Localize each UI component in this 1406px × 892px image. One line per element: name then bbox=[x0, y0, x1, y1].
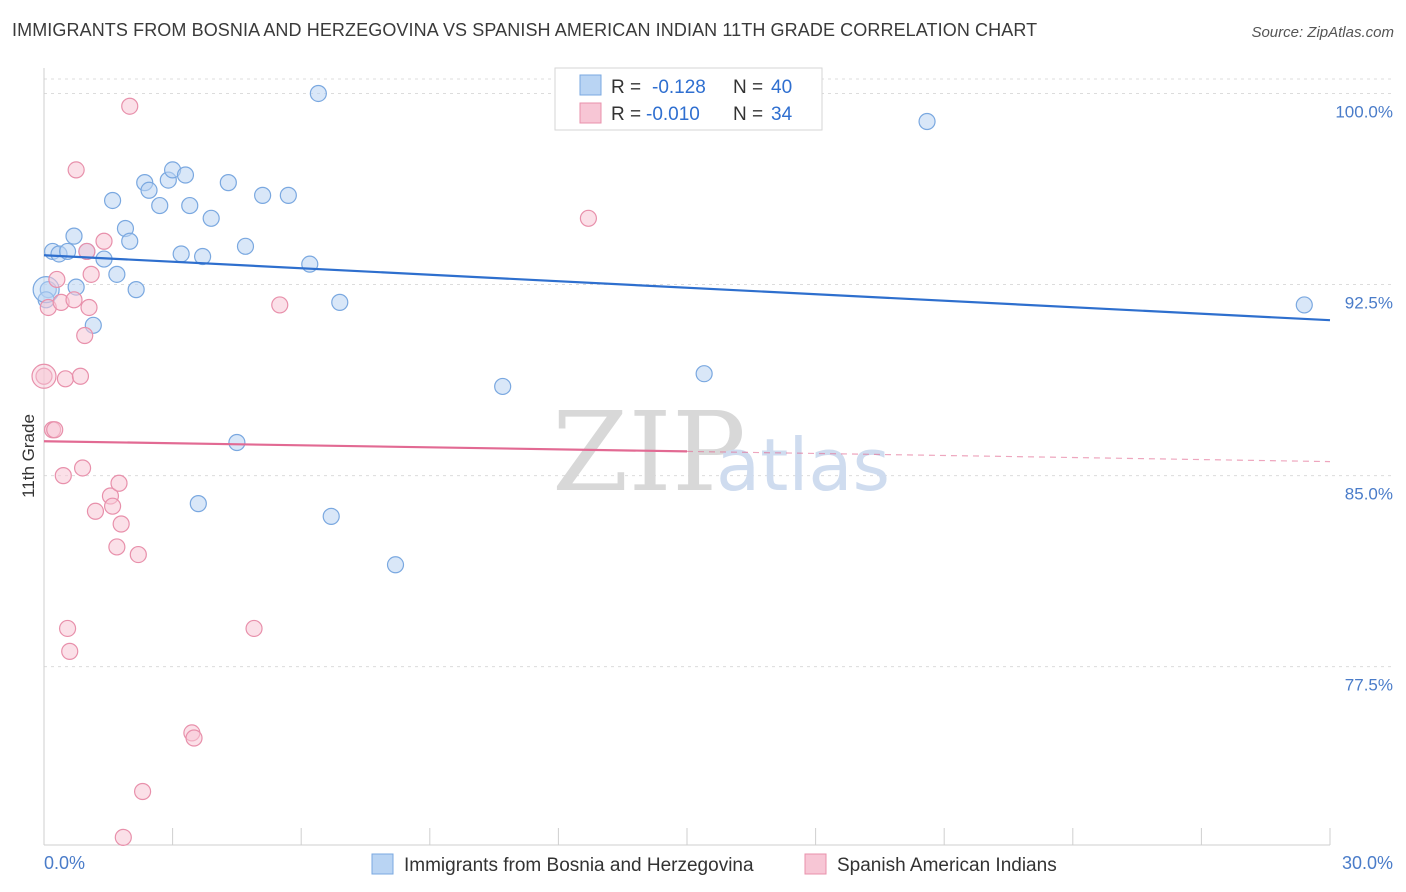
spanish-american-indian-point-11 bbox=[67, 161, 85, 179]
bosnia-point-36 bbox=[695, 365, 713, 383]
stats-r-label-pink: R = bbox=[611, 104, 641, 125]
stats-r-label-blue: R = bbox=[611, 77, 641, 98]
bosnia-point-32 bbox=[322, 507, 340, 525]
stats-r-value-pink: -0.010 bbox=[646, 104, 700, 125]
spanish-american-indian-point-23 bbox=[110, 474, 128, 492]
bosnia-point-37 bbox=[918, 112, 936, 131]
bottom-legend-label-blue: Immigrants from Bosnia and Herzegovina bbox=[404, 855, 754, 876]
spanish-american-indian-point-6 bbox=[54, 467, 72, 485]
y-tick-label-2: 85.0% bbox=[1345, 485, 1393, 504]
bosnia-point-25 bbox=[219, 174, 237, 192]
spanish-american-indian-point-28 bbox=[133, 782, 152, 801]
source-label: Source: ZipAtlas.com bbox=[1251, 24, 1394, 41]
x-tick-marks bbox=[43, 828, 1331, 845]
spanish-american-indian-point-19 bbox=[95, 232, 113, 250]
bosnia-point-20 bbox=[176, 166, 195, 184]
spanish-american-indian-point-16 bbox=[80, 298, 98, 317]
spanish-american-indian-point-large bbox=[31, 363, 57, 389]
spanish-american-indian-point-26 bbox=[121, 97, 139, 115]
chart-title: IMMIGRANTS FROM BOSNIA AND HERZEGOVINA V… bbox=[12, 20, 1038, 40]
y-tick-labels: 100.0% 92.5% 85.0% 77.5% bbox=[1335, 102, 1393, 694]
bosnia-point-27 bbox=[236, 237, 255, 255]
spanish-american-indian-point-3 bbox=[46, 421, 64, 439]
spanish-american-indian-point-13 bbox=[73, 459, 92, 477]
spanish-american-indian-point-24 bbox=[112, 515, 130, 533]
bosnia-point-19 bbox=[172, 245, 190, 263]
x-tick-label-min: 0.0% bbox=[44, 853, 85, 873]
stats-n-value-blue: 40 bbox=[771, 77, 792, 98]
spanish-american-indian-point-30 bbox=[185, 729, 203, 747]
spanish-american-indian-point-31 bbox=[245, 619, 263, 638]
stats-n-value-pink: 34 bbox=[771, 104, 793, 125]
spanish-american-indian-point-7 bbox=[56, 370, 75, 388]
series-spanish-american-indian-points bbox=[31, 97, 598, 846]
watermark-atlas: atlas bbox=[716, 423, 890, 507]
spanish-american-indian-point-27 bbox=[129, 545, 147, 564]
bosnia-point-21 bbox=[181, 196, 199, 215]
bosnia-point-28 bbox=[254, 186, 272, 204]
x-tick-label-max: 30.0% bbox=[1342, 853, 1393, 873]
bosnia-point-10 bbox=[108, 265, 126, 283]
bosnia-point-22 bbox=[189, 495, 207, 513]
bottom-legend-label-pink: Spanish American Indians bbox=[837, 855, 1057, 876]
bottom-legend: Immigrants from Bosnia and Herzegovina S… bbox=[371, 853, 1057, 876]
stats-n-label-blue: N = bbox=[733, 77, 763, 98]
stats-n-label-pink: N = bbox=[733, 104, 763, 125]
spanish-american-indian-point-33 bbox=[579, 209, 598, 227]
bosnia-point-15 bbox=[140, 181, 158, 199]
spanish-american-indian-trend-extension bbox=[686, 450, 1331, 463]
spanish-american-indian-point-32 bbox=[271, 296, 289, 314]
spanish-american-indian-point-10 bbox=[65, 291, 83, 309]
spanish-american-indian-point-15 bbox=[78, 242, 96, 261]
stats-legend: R = -0.128 N = 40 R = -0.010 N = 34 bbox=[554, 67, 823, 131]
bosnia-point-26 bbox=[228, 433, 246, 452]
bosnia-point-12 bbox=[121, 232, 139, 250]
bosnia-point-34 bbox=[386, 556, 405, 574]
bottom-legend-swatch-blue bbox=[371, 853, 394, 875]
spanish-american-indian-point-25 bbox=[114, 828, 132, 846]
spanish-american-indian-point-18 bbox=[86, 502, 105, 520]
spanish-american-indian-point-21 bbox=[103, 497, 122, 515]
bosnia-point-9 bbox=[103, 191, 122, 210]
stats-legend-swatch-blue bbox=[579, 74, 602, 96]
spanish-american-indian-point-9 bbox=[61, 642, 79, 660]
gridlines bbox=[44, 78, 1393, 668]
stats-legend-swatch-pink bbox=[579, 102, 602, 124]
y-tick-label-0: 100.0% bbox=[1335, 102, 1393, 121]
trend-lines bbox=[43, 254, 1331, 463]
bosnia-trend-line bbox=[43, 254, 1331, 322]
spanish-american-indian-point-17 bbox=[82, 265, 100, 283]
bosnia-point-35 bbox=[494, 377, 512, 396]
spanish-american-indian-point-22 bbox=[108, 538, 126, 556]
y-axis-label: 11th Grade bbox=[19, 414, 38, 498]
stats-r-value-blue: -0.128 bbox=[652, 77, 706, 98]
bosnia-point-29 bbox=[279, 186, 297, 204]
y-tick-label-3: 77.5% bbox=[1345, 676, 1393, 695]
spanish-american-indian-point-0 bbox=[35, 367, 53, 385]
spanish-american-indian-trend-line bbox=[43, 440, 688, 453]
bosnia-point-33 bbox=[331, 293, 349, 311]
spanish-american-indian-point-12 bbox=[71, 367, 90, 385]
bosnia-point-24 bbox=[202, 209, 220, 227]
bosnia-point-31 bbox=[309, 84, 327, 103]
bosnia-point-23 bbox=[194, 247, 212, 266]
spanish-american-indian-point-8 bbox=[58, 619, 77, 638]
bosnia-point-13 bbox=[127, 281, 145, 299]
spanish-american-indian-point-4 bbox=[48, 270, 66, 289]
bosnia-point-38 bbox=[1295, 296, 1313, 314]
y-tick-label-1: 92.5% bbox=[1345, 294, 1393, 313]
spanish-american-indian-point-14 bbox=[76, 326, 94, 345]
bottom-legend-swatch-pink bbox=[804, 853, 827, 875]
bosnia-point-16 bbox=[151, 196, 169, 215]
bosnia-point-4 bbox=[65, 227, 83, 245]
